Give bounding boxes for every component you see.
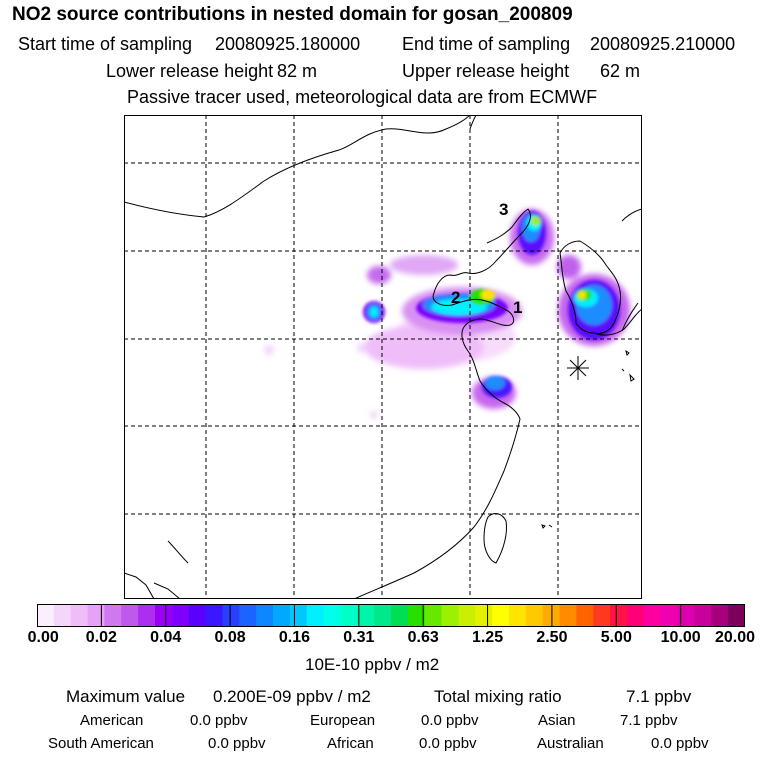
colorbar-cell [155,604,173,627]
colorbar-cell [711,604,729,627]
colorbar-cell [458,604,476,627]
colorbar-tick-label: 0.08 [214,629,246,646]
colorbar-cell [660,604,679,627]
colorbar-cell [509,604,527,627]
colorbar-cell [53,604,72,627]
colorbar-cell [728,604,745,627]
region-name-south-american: South American [48,735,154,752]
colorbar-cell [188,604,207,627]
colorbar-tick-label: 1.25 [471,629,504,646]
colorbar-tick-label: 2.50 [536,629,568,646]
colorbar-cell [340,604,358,627]
colorbar-cell [273,604,291,627]
colorbar-cell [475,604,493,627]
colorbar-unit: 10E-10 ppbv / m2 [305,655,440,674]
colorbar-tick-label: 0.00 [27,629,59,646]
colorbar-cell [70,604,89,627]
source-label-2: 2 [451,288,460,307]
region-name-european: European [310,712,376,729]
concentration-field [264,209,630,419]
colorbar-cell [627,604,645,627]
receptor-star [567,356,589,380]
colorbar-cell [559,604,578,627]
colorbar-cell [643,604,662,627]
start-time-value: 20080925.180000 [215,34,361,54]
tracer-note: Passive tracer used, meteorological data… [127,87,598,107]
source-label-3: 3 [499,200,508,219]
region-value-asian: 7.1 ppbv [620,712,678,729]
region-value-african: 0.0 ppbv [419,735,477,752]
colorbar-cell [222,604,240,627]
colorbar-cell [37,604,55,627]
total-mixing-label: Total mixing ratio [434,687,562,706]
graticule [124,115,642,599]
colorbar-cell [138,604,156,627]
colorbar-cell [306,604,325,627]
source-label-1: 1 [513,298,522,317]
colorbar-cell [492,604,510,627]
colorbar-tick-label: 0.31 [343,629,375,646]
colorbar-cell [323,604,342,627]
colorbar-tick-label: 0.63 [407,629,439,646]
colorbar-frame [37,604,745,627]
colorbar-cell [239,604,257,627]
upper-height-value: 62 m [600,61,641,81]
colorbar-cell [357,604,375,627]
region-name-american: American [80,712,144,729]
colorbar-cell [256,604,274,627]
colorbar-cell [677,604,696,627]
colorbar-cell [407,604,426,627]
colorbar-cell [374,604,392,627]
colorbar-cell [171,604,190,627]
colorbar-cell [525,604,544,627]
region-value-european: 0.0 ppbv [421,712,479,729]
map-title: NO2 source contributions in nested domai… [12,4,573,25]
coastlines [124,115,642,599]
colorbar-cell [87,604,106,627]
lower-height-label: Lower release height [106,61,274,81]
domain-map: 1 2 3 [124,115,642,599]
colorbar-cell [593,604,611,627]
colorbar [37,604,745,627]
map-frame [124,115,642,599]
end-time-value: 20080925.210000 [590,34,736,54]
colorbar-cell [104,604,122,627]
colorbar-cell [121,604,139,627]
colorbar-cell [610,604,628,627]
colorbar-tick-label: 5.00 [600,629,632,646]
colorbar-tick-label: 0.02 [85,629,117,646]
colorbar-cell [441,604,460,627]
region-value-australian: 0.0 ppbv [651,735,709,752]
total-mixing-value: 7.1 ppbv [626,687,692,706]
region-name-asian: Asian [538,712,576,729]
region-value-american: 0.0 ppbv [190,712,248,729]
colorbar-tick-label: 10.00 [660,629,701,646]
region-name-african: African [327,735,374,752]
colorbar-cell [694,604,712,627]
colorbar-tick-label: 0.04 [150,629,182,646]
lower-height-value: 82 m [277,61,318,81]
max-value-label: Maximum value [66,687,186,706]
upper-height-label: Upper release height [402,61,570,81]
start-time-label: Start time of sampling [18,34,193,54]
colorbar-tick-label: 0.16 [278,629,311,646]
colorbar-cell [205,604,224,627]
region-name-australian: Australian [537,735,604,752]
colorbar-cell [424,604,443,627]
region-value-south-american: 0.0 ppbv [208,735,266,752]
max-value: 0.200E-09 ppbv / m2 [213,687,371,706]
colorbar-cell [391,604,409,627]
colorbar-tick-label: 20.00 [714,629,756,646]
colorbar-cell [576,604,594,627]
colorbar-cell [289,604,308,627]
end-time-label: End time of sampling [402,34,571,54]
